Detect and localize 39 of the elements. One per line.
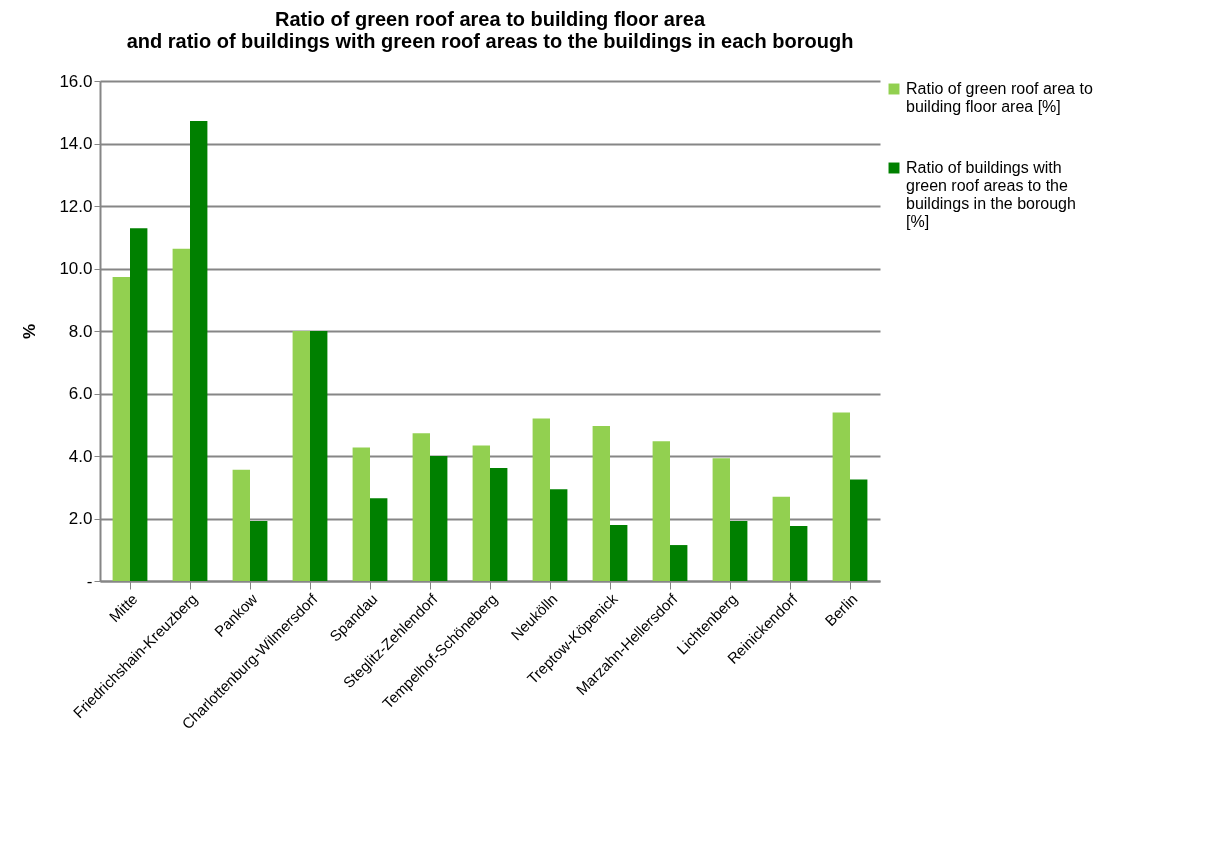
y-tick-label: 16.0 — [59, 71, 93, 91]
chart-title: Ratio of green roof area to building floor area and ratio of buildings with green roof areas to the buildings in each borough — [126, 8, 854, 52]
bar — [532, 418, 550, 581]
y-tick-label: - — [86, 571, 93, 591]
bar — [772, 496, 790, 581]
bar — [730, 521, 748, 581]
bar — [652, 441, 670, 581]
bar — [550, 489, 568, 581]
y-axis-title: % — [20, 323, 40, 340]
y-tick-label: 14.0 — [59, 134, 93, 153]
bar — [490, 467, 508, 581]
y-tick-label: 2.0 — [68, 509, 93, 528]
bar — [430, 456, 448, 581]
y-tick-label: 6.0 — [68, 384, 93, 403]
bar — [592, 426, 610, 581]
bar — [712, 458, 730, 581]
bar — [610, 525, 628, 581]
bar — [292, 331, 310, 581]
bar — [172, 248, 190, 581]
y-tick-label: 10.0 — [59, 259, 93, 278]
bar — [112, 276, 130, 581]
bar — [472, 445, 490, 581]
bar — [832, 412, 850, 581]
bar — [412, 433, 430, 581]
bar — [370, 498, 388, 581]
bar — [670, 545, 688, 581]
bar — [190, 121, 208, 581]
legend-label: Ratio of buildings with green roof areas to the buildings in the borough [%] — [906, 159, 1076, 230]
bar — [250, 521, 268, 581]
bar — [130, 228, 148, 581]
bar — [790, 526, 808, 581]
bar — [352, 447, 370, 581]
bar — [850, 479, 868, 581]
bar — [310, 331, 328, 581]
bar — [232, 469, 250, 581]
y-tick-label: 12.0 — [59, 196, 93, 216]
legend-label: Ratio of green roof area to building floor area [%] — [906, 80, 1093, 115]
y-tick-label: 4.0 — [68, 446, 93, 466]
y-tick-label: 8.0 — [68, 321, 93, 341]
